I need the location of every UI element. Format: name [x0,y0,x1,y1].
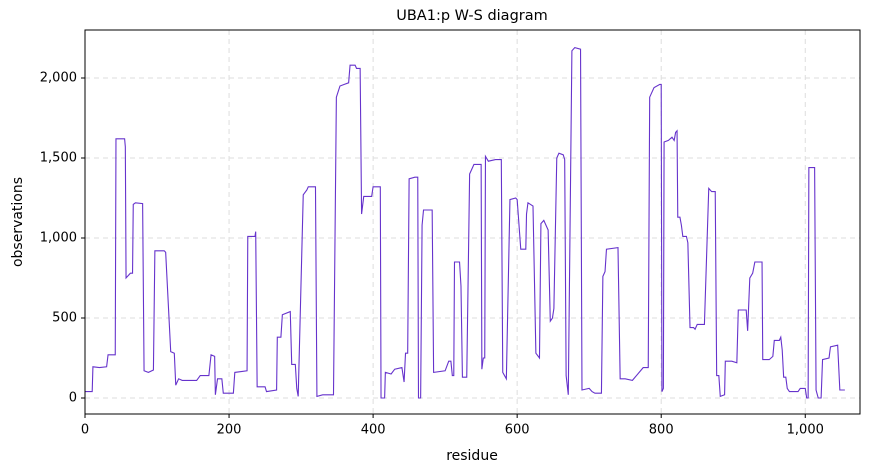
chart-title: UBA1:p W-S diagram [396,8,548,24]
x-tick-label: 0 [81,423,89,438]
x-tick-label: 1,000 [787,423,824,438]
x-tick-label: 200 [217,423,242,438]
x-tick-label: 600 [505,423,530,438]
x-axis-label: residue [446,448,498,464]
y-tick-label: 1,000 [40,231,77,246]
plot-frame [84,29,861,415]
y-tick-label: 1,500 [40,151,77,166]
x-tick-label: 800 [649,423,674,438]
y-tick-label: 2,000 [40,71,77,86]
x-tick-label: 400 [361,423,386,438]
y-tick-label: 500 [52,311,77,326]
y-tick-label: 0 [69,391,77,406]
data-line [85,46,845,399]
y-axis-label: observations [10,177,26,267]
